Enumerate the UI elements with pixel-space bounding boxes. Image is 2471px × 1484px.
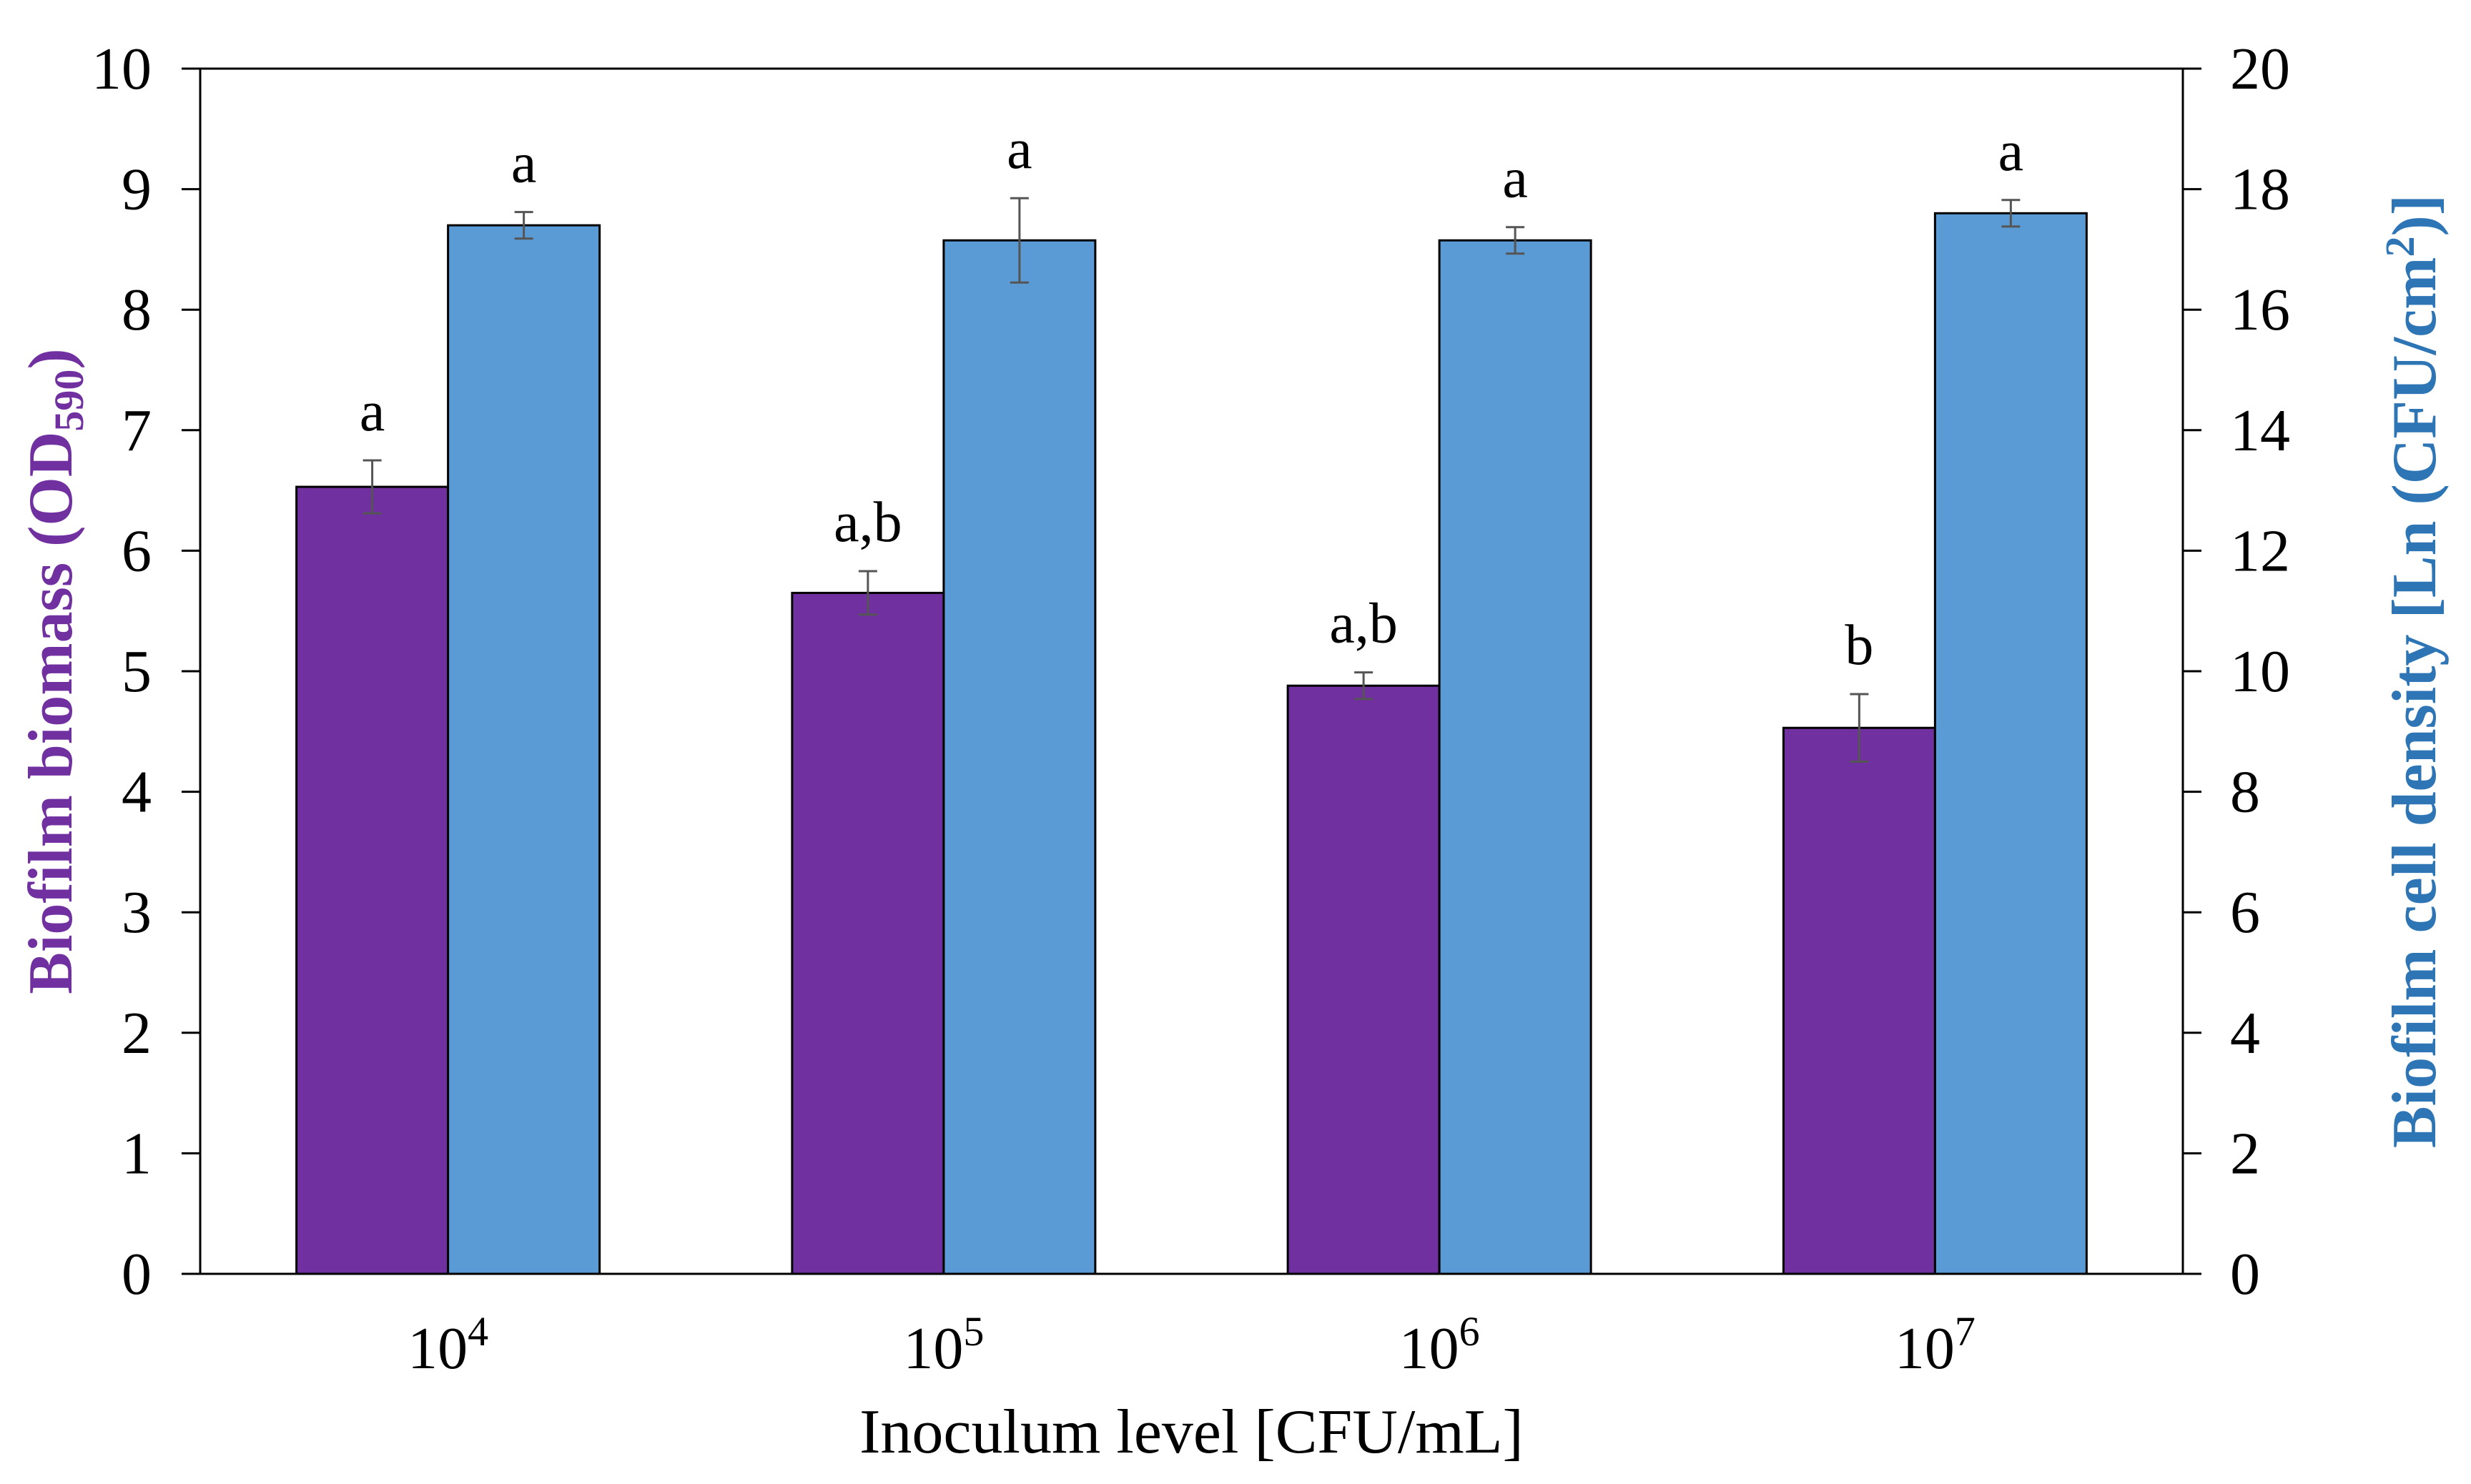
error-bars — [362, 197, 2021, 763]
bar-right-3 — [1933, 212, 2088, 1275]
y-right-tick-label: 12 — [2230, 518, 2290, 584]
y-right-tick-label: 14 — [2230, 397, 2290, 464]
significance-label-right-3: a — [1998, 120, 2024, 183]
significance-label-left-3: b — [1845, 614, 1873, 677]
y-left-tick-label: 7 — [122, 397, 152, 464]
y-right-tick-label: 20 — [2230, 36, 2290, 102]
y-right-tick-label: 4 — [2230, 1000, 2260, 1067]
y-left-tick-label: 2 — [122, 1000, 152, 1067]
y-left-tick-label: 9 — [122, 157, 152, 223]
significance-label-left-1: a,b — [834, 491, 902, 554]
x-tick-label-1: 105 — [903, 1308, 984, 1382]
x-axis-title: Inoculum level [CFU/mL] — [859, 1398, 1524, 1467]
y-left-tick-label: 8 — [122, 277, 152, 343]
bar-left-0 — [295, 485, 450, 1275]
y-right-tick-label: 8 — [2230, 759, 2260, 826]
x-tick-label-3: 107 — [1895, 1308, 1976, 1382]
y-right-tick-label: 16 — [2230, 277, 2290, 343]
significance-label-left-0: a — [360, 380, 385, 443]
y-right-tick-label: 18 — [2230, 157, 2290, 223]
x-tick-label-2: 106 — [1399, 1308, 1480, 1382]
bars — [295, 212, 2088, 1275]
axis-titles: Inoculum level [CFU/mL] Biofilm biomass (… — [16, 194, 2450, 1467]
bar-left-3 — [1782, 726, 1936, 1275]
bar-right-2 — [1438, 239, 1592, 1275]
significance-label-right-0: a — [511, 132, 537, 195]
y-left-tick-label: 4 — [122, 759, 152, 826]
y-right-axis-title: Biofilm cell density [Ln (CFU/cm2)] — [2377, 194, 2450, 1148]
x-tick-labels: 104 105 106 107 — [408, 1308, 1976, 1382]
bar-right-0 — [447, 224, 601, 1275]
significance-label-right-1: a — [1007, 118, 1032, 181]
y-left-tick-label: 0 — [122, 1241, 152, 1307]
y-left-tick-label: 3 — [122, 879, 152, 946]
y-left-axis-title: Biofilm biomass (OD590) — [16, 348, 92, 994]
significance-label-right-2: a — [1502, 147, 1528, 210]
significance-label-left-2: a,b — [1329, 593, 1398, 656]
y-left-tick-label: 1 — [122, 1120, 152, 1187]
y-left-tick-label: 10 — [92, 36, 152, 102]
bar-left-1 — [791, 591, 945, 1275]
significance-labels: a a a,b a a,b a b a — [360, 118, 2023, 677]
y-right-tick-label: 6 — [2230, 879, 2260, 946]
y-right-tick-label: 0 — [2230, 1241, 2260, 1307]
bar-right-1 — [942, 239, 1097, 1275]
y-left-tick-label: 6 — [122, 518, 152, 584]
y-left-tick-label: 5 — [122, 638, 152, 705]
bar-left-2 — [1286, 684, 1441, 1275]
x-tick-label-0: 104 — [408, 1308, 488, 1382]
y-right-tick-label: 2 — [2230, 1120, 2260, 1187]
y-right-tick-label: 10 — [2230, 638, 2290, 705]
